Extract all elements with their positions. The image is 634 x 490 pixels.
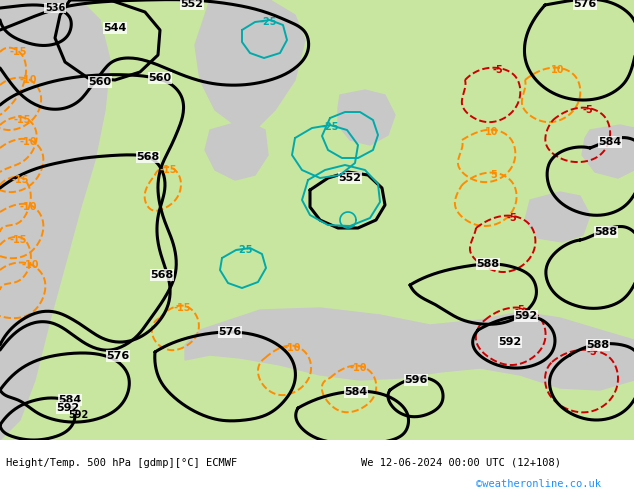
Text: -10: -10 bbox=[22, 260, 39, 270]
Text: 588: 588 bbox=[586, 340, 609, 350]
Text: 568: 568 bbox=[136, 152, 160, 162]
Polygon shape bbox=[338, 90, 395, 145]
Text: 560: 560 bbox=[88, 77, 112, 87]
Polygon shape bbox=[0, 0, 110, 440]
Text: 576: 576 bbox=[107, 351, 129, 361]
Text: ©weatheronline.co.uk: ©weatheronline.co.uk bbox=[476, 479, 600, 489]
Text: 576: 576 bbox=[218, 327, 242, 337]
Text: 584: 584 bbox=[598, 137, 621, 147]
Polygon shape bbox=[185, 308, 634, 390]
Text: -15: -15 bbox=[11, 175, 29, 185]
Text: -5: -5 bbox=[507, 213, 517, 223]
Text: -10: -10 bbox=[19, 137, 37, 147]
Text: 10: 10 bbox=[485, 127, 499, 137]
Polygon shape bbox=[582, 125, 634, 178]
Text: -10: -10 bbox=[19, 75, 37, 85]
Polygon shape bbox=[205, 120, 268, 180]
Text: -15: -15 bbox=[159, 165, 177, 175]
Text: -25: -25 bbox=[321, 122, 339, 132]
Text: 584: 584 bbox=[58, 395, 82, 405]
Text: 552: 552 bbox=[339, 173, 361, 183]
Text: 536: 536 bbox=[45, 3, 65, 13]
Text: 5: 5 bbox=[491, 170, 498, 180]
Polygon shape bbox=[525, 192, 590, 242]
Text: -15: -15 bbox=[13, 115, 31, 125]
Text: -10: -10 bbox=[349, 363, 366, 373]
Text: We 12-06-2024 00:00 UTC (12+108): We 12-06-2024 00:00 UTC (12+108) bbox=[361, 458, 561, 467]
Text: -10: -10 bbox=[283, 343, 301, 353]
Text: 584: 584 bbox=[344, 387, 368, 397]
Text: 588: 588 bbox=[476, 259, 500, 269]
Text: -25: -25 bbox=[259, 17, 277, 27]
Text: -5: -5 bbox=[583, 105, 593, 115]
Text: 596: 596 bbox=[404, 375, 428, 385]
Text: -5: -5 bbox=[586, 347, 597, 357]
Text: 560: 560 bbox=[148, 73, 172, 83]
Text: 592: 592 bbox=[514, 311, 538, 321]
Text: 588: 588 bbox=[595, 227, 618, 237]
Text: -25: -25 bbox=[235, 245, 253, 255]
Text: -15: -15 bbox=[173, 303, 191, 313]
Text: 552: 552 bbox=[181, 0, 204, 9]
Polygon shape bbox=[195, 0, 305, 130]
Text: 10: 10 bbox=[551, 65, 565, 75]
Text: -10: -10 bbox=[19, 202, 37, 212]
Text: Height/Temp. 500 hPa [gdmp][°C] ECMWF: Height/Temp. 500 hPa [gdmp][°C] ECMWF bbox=[6, 458, 238, 467]
Text: -15: -15 bbox=[10, 47, 27, 57]
Text: 592: 592 bbox=[68, 410, 88, 420]
Text: -5: -5 bbox=[515, 305, 526, 315]
Text: 576: 576 bbox=[573, 0, 597, 9]
Text: 568: 568 bbox=[150, 270, 174, 280]
Text: 592: 592 bbox=[56, 403, 80, 413]
Text: 544: 544 bbox=[103, 23, 127, 33]
Text: -15: -15 bbox=[10, 235, 27, 245]
Text: 592: 592 bbox=[498, 337, 522, 347]
Text: -5: -5 bbox=[493, 65, 503, 75]
